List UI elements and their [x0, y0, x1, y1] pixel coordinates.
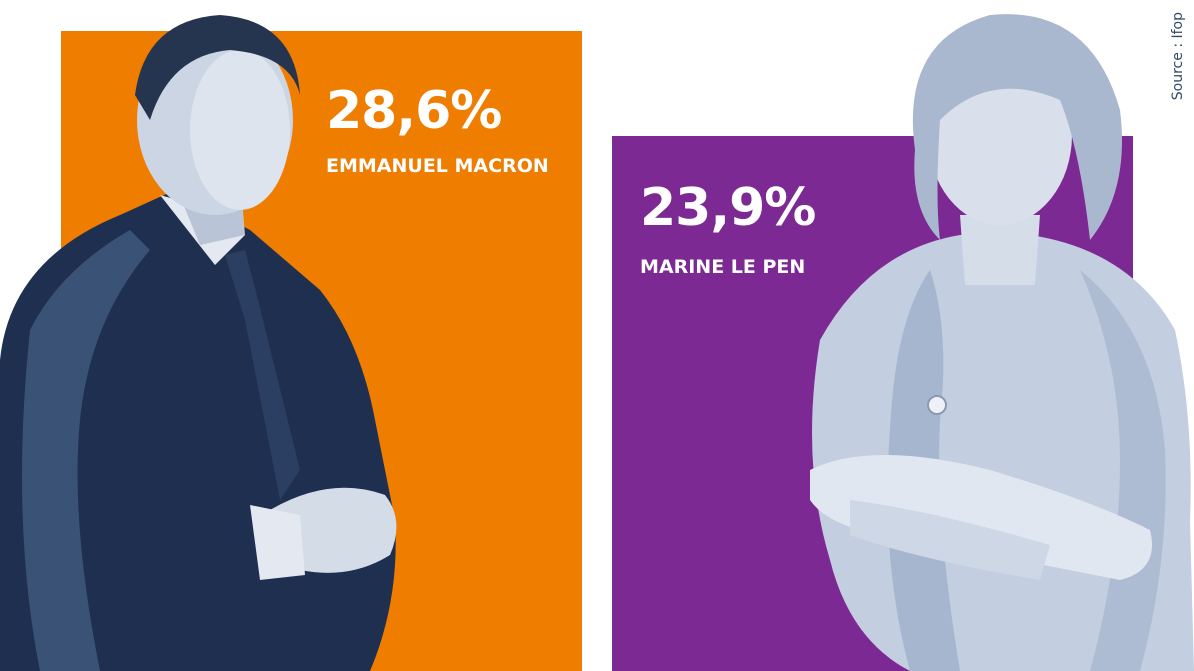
- macron-photo: [0, 15, 397, 671]
- category-label-macron: EMMANUEL MACRON: [326, 155, 549, 177]
- le-pen-photo: [810, 14, 1194, 671]
- source-note: Source : Ifop: [1170, 12, 1186, 101]
- value-label-macron: 28,6%: [326, 81, 502, 141]
- value-label-le-pen: 23,9%: [640, 178, 816, 238]
- category-label-le-pen: MARINE LE PEN: [640, 256, 806, 278]
